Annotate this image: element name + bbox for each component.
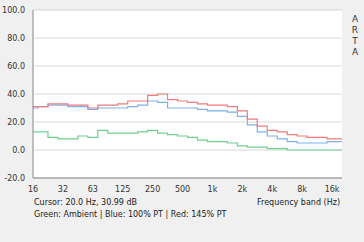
html-text:A R T A: A R T A (351, 14, 359, 57)
svg-text:100.0: 100.0 (8, 6, 25, 15)
svg-text:4k: 4k (267, 185, 277, 194)
svg-text:0.0: 0.0 (12, 146, 25, 155)
svg-text:125: 125 (115, 185, 130, 194)
html-text:Frequency band (Hz): Frequency band (Hz) (257, 198, 340, 207)
svg-text:80.0: 80.0 (8, 34, 25, 43)
svg-text:250: 250 (145, 185, 160, 194)
html-text:Cursor: 20.0 Hz, 30.99 dB: Cursor: 20.0 Hz, 30.99 dB (34, 198, 138, 207)
html-text:Green: Ambient | Blue: 100% PT: Green: Ambient | Blue: 100% PT | Red: 14… (34, 210, 227, 219)
svg-text:500: 500 (175, 185, 190, 194)
svg-text:-20.0: -20.0 (8, 174, 25, 183)
svg-text:8k: 8k (297, 185, 307, 194)
svg-text:2k: 2k (237, 185, 247, 194)
svg-text:16k: 16k (325, 185, 340, 194)
svg-text:32: 32 (58, 185, 68, 194)
svg-text:63: 63 (88, 185, 98, 194)
svg-text:60.0: 60.0 (8, 62, 25, 71)
svg-text:16: 16 (28, 185, 38, 194)
svg-text:40.0: 40.0 (8, 90, 25, 99)
svg-text:20.0: 20.0 (8, 118, 25, 127)
svg-text:1k: 1k (208, 185, 218, 194)
